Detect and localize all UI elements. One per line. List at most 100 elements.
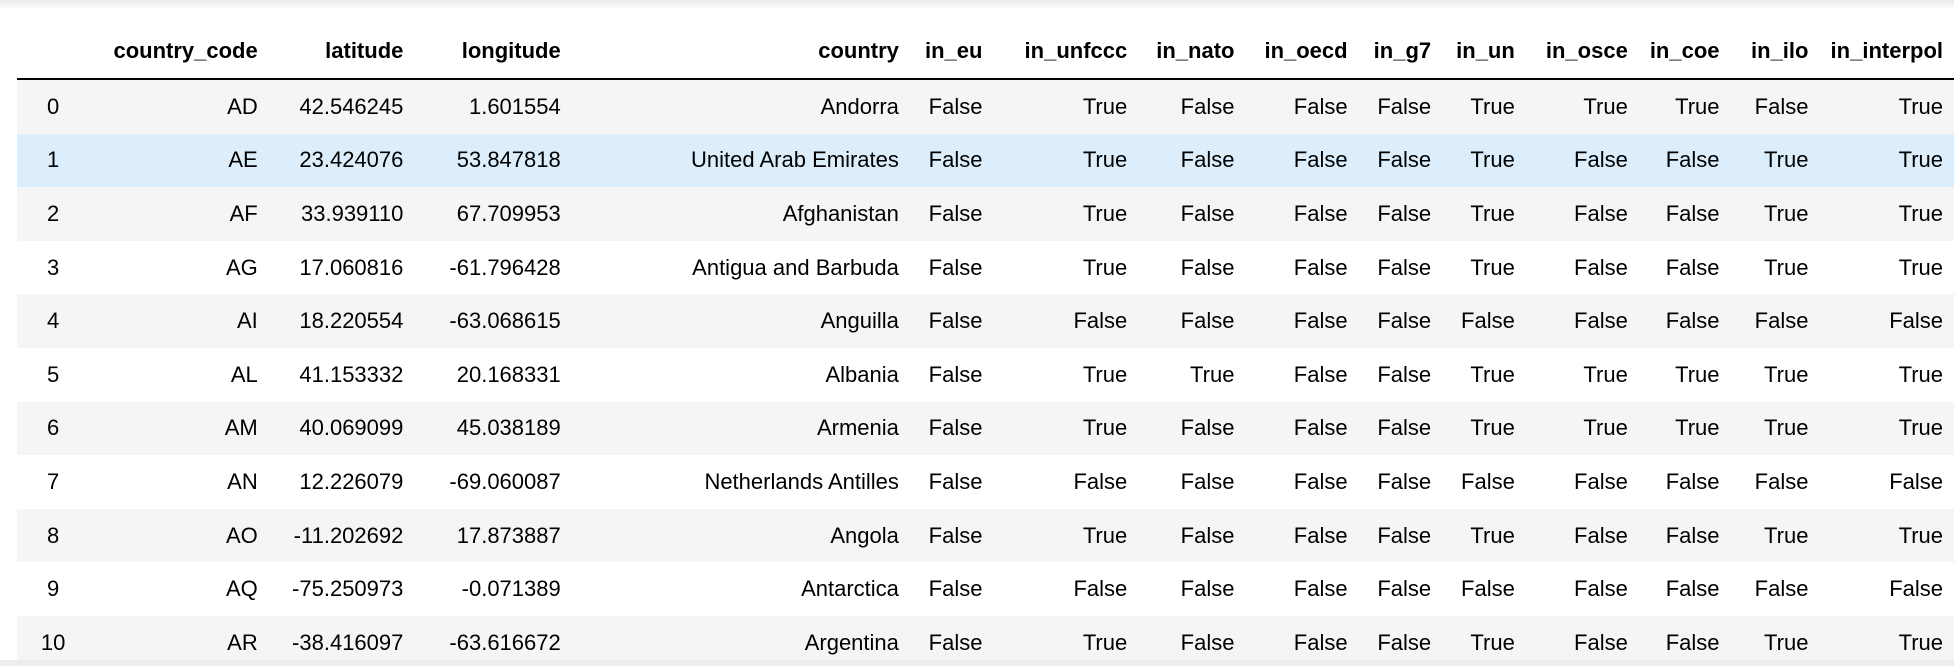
table-cell: False — [1525, 187, 1639, 241]
table-cell: False — [1358, 615, 1443, 660]
table-row[interactable]: 5 AL 41.153332 20.168331 Albania False True Tru… — [17, 348, 1954, 402]
row-index: 0 — [17, 79, 90, 134]
horizontal-scrollbar-track[interactable] — [0, 660, 1954, 666]
table-cell: False — [928, 254, 983, 280]
table-cell: True — [993, 133, 1139, 188]
table-cell: 67.709953 — [414, 187, 572, 241]
table-cell: False — [1442, 294, 1526, 348]
table-cell: False — [1665, 576, 1720, 602]
column-header: longitude — [414, 24, 572, 80]
table-cell: True — [993, 615, 1139, 660]
table-row[interactable]: 10 AR -38.416097 -63.616672 Argentina False Tr… — [17, 615, 1954, 660]
table-cell: False — [1245, 615, 1359, 660]
table-cell: False — [1245, 133, 1359, 188]
table-cell: False — [1293, 576, 1348, 602]
column-header: country — [571, 24, 910, 80]
table-cell: False — [1754, 468, 1809, 494]
table-cell: True — [1442, 133, 1526, 188]
table-cell: 42.546245 — [268, 79, 415, 134]
table-cell: AO — [89, 508, 269, 563]
table-cell: True — [993, 508, 1139, 563]
table-cell: False — [1293, 468, 1348, 494]
table-cell: True — [1764, 361, 1809, 387]
table-row[interactable]: 6 AM 40.069099 45.038189 Armenia False True Fal… — [17, 401, 1954, 456]
table-cell: False — [928, 576, 983, 602]
table-cell: True — [993, 187, 1139, 241]
index-header — [17, 24, 90, 80]
column-header: in_un — [1442, 24, 1526, 80]
table-cell: False — [909, 79, 994, 134]
table-row[interactable]: 7 AN 12.226079 -69.060087 Netherlands Antill… — [17, 455, 1954, 509]
table-row[interactable]: 2 AF 33.939110 67.709953 Afghanistan False Tru… — [17, 187, 1954, 241]
row-index: 6 — [17, 401, 90, 456]
table-cell: AN — [227, 468, 258, 494]
table-cell: True — [1898, 254, 1943, 280]
row-index: 4 — [17, 294, 90, 348]
row-index: 3 — [46, 254, 60, 280]
table-cell: -38.416097 — [268, 615, 415, 660]
table-cell: False — [993, 294, 1139, 348]
table-cell: False — [1073, 576, 1128, 602]
table-cell: False — [1138, 615, 1246, 660]
table-cell: False — [1073, 468, 1128, 494]
table-cell: -0.071389 — [461, 576, 561, 602]
table-cell: Antarctica — [801, 576, 899, 602]
table-cell: False — [1461, 468, 1515, 494]
table-cell: AE — [89, 133, 269, 188]
table-cell: Antigua and Barbuda — [692, 254, 899, 280]
table-row[interactable]: 8 AO -11.202692 17.873887 Angola False True Fal… — [17, 508, 1954, 563]
table-cell: True — [1442, 187, 1526, 241]
table-cell: AI — [89, 294, 269, 348]
table-cell: False — [909, 508, 994, 563]
table-cell: False — [1138, 401, 1246, 456]
table-cell: AM — [89, 401, 269, 456]
table-cell: False — [1245, 187, 1359, 241]
table-cell: False — [1293, 254, 1348, 280]
table-cell: False — [1665, 254, 1720, 280]
table-cell: -69.060087 — [449, 468, 561, 494]
column-header: in_osce — [1525, 24, 1639, 80]
row-index: 8 — [17, 508, 90, 563]
table-cell: Albania — [825, 361, 899, 387]
table-cell: 17.873887 — [414, 508, 572, 563]
table-cell: True — [993, 79, 1139, 134]
table-cell: False — [909, 401, 994, 456]
table-cell: Argentina — [571, 615, 910, 660]
table-cell: False — [1665, 468, 1720, 494]
table-cell: True — [1730, 508, 1820, 563]
table-cell: 12.226079 — [299, 468, 404, 494]
table-cell: False — [909, 615, 994, 660]
table-cell: Afghanistan — [571, 187, 910, 241]
table-cell: 17.060816 — [299, 254, 404, 280]
table-cell: False — [1574, 254, 1628, 280]
table-cell: False — [909, 294, 994, 348]
table-row[interactable]: 4 AI 18.220554 -63.068615 Anguilla False False… — [17, 294, 1954, 348]
table-row[interactable]: 9 AQ -75.250973 -0.071389 Antarctica False Fal… — [17, 562, 1954, 616]
table-cell: AR — [89, 615, 269, 660]
table-cell: -11.202692 — [268, 508, 415, 563]
table-cell: False — [1180, 468, 1235, 494]
table-cell: 20.168331 — [456, 361, 561, 387]
row-index: 1 — [17, 133, 90, 188]
table-cell: False — [1377, 576, 1432, 602]
dataframe-table: country_code latitude longitude country in_e… — [17, 24, 1954, 660]
table-cell: False — [1138, 187, 1246, 241]
table-cell: True — [1525, 401, 1639, 456]
dataframe-output: country_code latitude longitude country in_e… — [17, 24, 1954, 660]
table-cell: 45.038189 — [414, 401, 572, 456]
table-cell: AL — [230, 361, 258, 387]
table-cell: Anguilla — [571, 294, 910, 348]
table-cell: 40.069099 — [268, 401, 415, 456]
table-cell: True — [1819, 79, 1954, 134]
column-header: in_ilo — [1730, 24, 1820, 80]
table-row[interactable]: 3 AG 17.060816 -61.796428 Antigua and Barbud… — [17, 241, 1954, 295]
table-row[interactable]: 1 AE 23.424076 53.847818 United Arab Emirate… — [17, 133, 1954, 188]
column-header: in_nato — [1138, 24, 1246, 80]
table-cell: True — [1442, 79, 1526, 134]
table-cell: Angola — [571, 508, 910, 563]
table-cell: True — [1819, 401, 1954, 456]
table-row[interactable]: 0 AD 42.546245 1.601554 Andorra False True Fals… — [17, 79, 1954, 134]
table-cell: False — [1245, 294, 1359, 348]
column-header: in_interpol — [1819, 24, 1954, 80]
table-cell: False — [1574, 576, 1628, 602]
